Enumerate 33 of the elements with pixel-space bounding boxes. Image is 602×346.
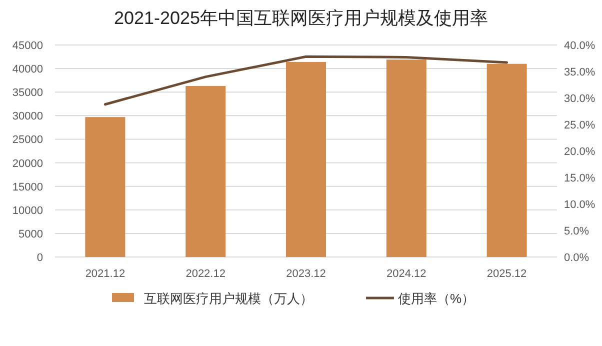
y2-tick-label: 25.0% (564, 120, 596, 132)
legend-label: 互联网医疗用户规模（万人） (144, 291, 313, 306)
y-tick-label: 40000 (12, 64, 43, 76)
y-tick-label: 35000 (12, 87, 43, 100)
y2-tick-label: 15.0% (564, 172, 596, 184)
y2-tick-label: 5.0% (564, 226, 590, 238)
y2-tick-label: 0.0% (564, 252, 590, 264)
y-tick-label: 45000 (12, 40, 43, 52)
y2-tick-label: 10.0% (564, 199, 596, 211)
x-tick-label: 2024.12 (386, 268, 426, 280)
y-tick-label: 15000 (12, 181, 43, 194)
y-tick-label: 20000 (12, 158, 43, 170)
line-series (104, 55, 508, 106)
x-tick-label: 2021.12 (85, 268, 126, 280)
y-tick-label: 10000 (12, 204, 43, 217)
x-tick-label: 2023.12 (286, 268, 326, 280)
y2-tick-label: 40.0% (564, 40, 596, 52)
x-tick-label: 2022.12 (186, 268, 226, 280)
chart-title: 2021-2025年中国互联网医疗用户规模及使用率 (114, 8, 488, 28)
bar (386, 60, 426, 257)
bar (85, 117, 126, 257)
y2-tick-label: 35.0% (564, 66, 596, 78)
legend-label: 使用率（%） (398, 291, 475, 306)
y2-tick-label: 20.0% (564, 146, 596, 158)
x-tick-label: 2025.12 (486, 268, 527, 280)
y-tick-label: 5000 (18, 228, 43, 240)
y-tick-label: 0 (36, 252, 43, 264)
y2-tick-label: 30.0% (564, 93, 596, 105)
bar (186, 86, 226, 257)
y-tick-label: 25000 (12, 134, 43, 146)
bar (486, 64, 527, 257)
bar (286, 62, 326, 257)
y-tick-label: 30000 (12, 110, 43, 123)
